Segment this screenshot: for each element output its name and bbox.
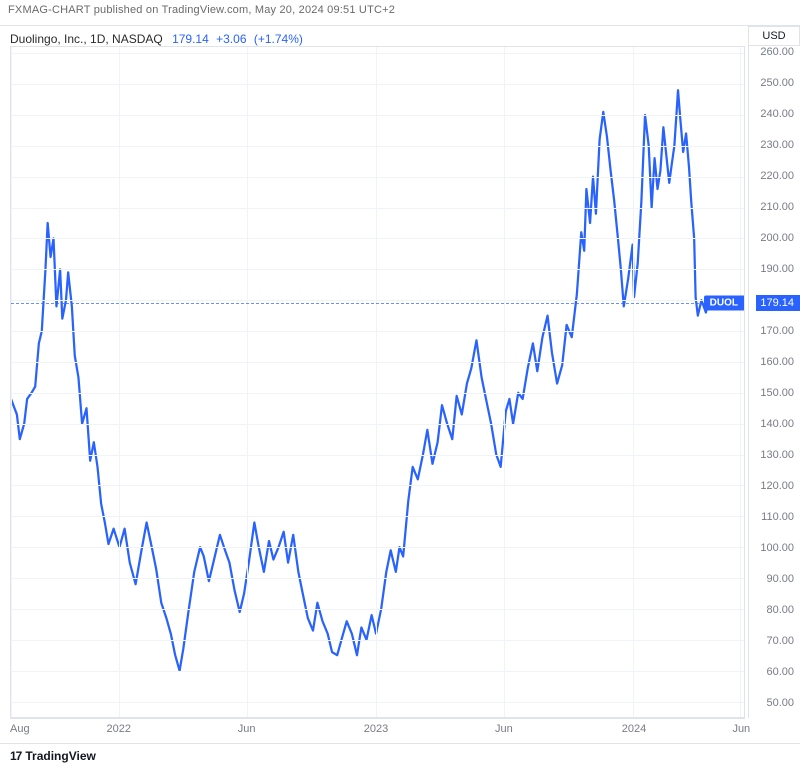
price-chart[interactable]: DUOL [10, 46, 745, 718]
y-tick-label: 240.00 [760, 108, 794, 120]
x-tick-label: Jun [238, 723, 256, 735]
x-tick-label: Aug [10, 723, 30, 735]
change-absolute: +3.06 [216, 32, 246, 46]
currency-label: USD [748, 26, 800, 46]
last-price-line [11, 303, 744, 304]
y-tick-label: 80.00 [766, 604, 794, 616]
y-tick-label: 60.00 [766, 666, 794, 678]
footer: 17 TradingView [0, 743, 800, 771]
grid-line-v [247, 47, 248, 717]
x-tick-label: 2022 [107, 723, 131, 735]
y-tick-label: 50.00 [766, 697, 794, 709]
x-axis[interactable]: Aug2022Jun2023Jun2024Jun [10, 718, 745, 743]
y-tick-label: 130.00 [760, 449, 794, 461]
grid-line-v [633, 47, 634, 717]
ticker-tag: DUOL [704, 295, 744, 310]
chart-container: Duolingo, Inc., 1D, NASDAQ 179.14 +3.06 … [0, 25, 800, 743]
x-tick-label: Jun [732, 723, 750, 735]
grid-line-v [376, 47, 377, 717]
grid-line-v [504, 47, 505, 717]
y-tick-label: 110.00 [761, 511, 794, 523]
y-tick-label: 90.00 [766, 573, 794, 585]
y-tick-label: 70.00 [766, 635, 794, 647]
y-axis[interactable]: 50.00 60.00 70.00 80.00 90.00 100.00 110.00 120… [748, 46, 800, 718]
y-tick-label: 220.00 [760, 170, 794, 182]
y-tick-label: 260.00 [760, 46, 794, 58]
last-price: 179.14 [172, 32, 209, 46]
y-tick-label: 140.00 [760, 418, 794, 430]
y-tick-label: 170.00 [760, 325, 794, 337]
grid-line-v [11, 47, 12, 717]
y-tick-label: 120.00 [760, 480, 794, 492]
x-tick-label: 2023 [364, 723, 388, 735]
y-tick-label: 150.00 [760, 387, 794, 399]
y-tick-label: 230.00 [760, 139, 794, 151]
grid-line-v [119, 47, 120, 717]
grid-line-v [740, 47, 741, 717]
y-tick-label: 210.00 [760, 201, 794, 213]
x-tick-label: Jun [495, 723, 513, 735]
publish-info: FXMAG-CHART published on TradingView.com… [0, 0, 800, 20]
y-tick-label: 250.00 [760, 77, 794, 89]
tradingview-brand: TradingView [25, 749, 95, 763]
change-percent: (+1.74%) [254, 32, 303, 46]
tradingview-logo-icon: 17 [10, 749, 21, 763]
y-tick-label: 100.00 [760, 542, 794, 554]
last-price-tag: 179.14 [756, 295, 800, 311]
x-tick-label: 2024 [622, 723, 646, 735]
y-tick-label: 160.00 [760, 356, 794, 368]
y-tick-label: 190.00 [760, 263, 794, 275]
y-tick-label: 200.00 [760, 232, 794, 244]
symbol-description: Duolingo, Inc., 1D, NASDAQ [10, 32, 163, 46]
